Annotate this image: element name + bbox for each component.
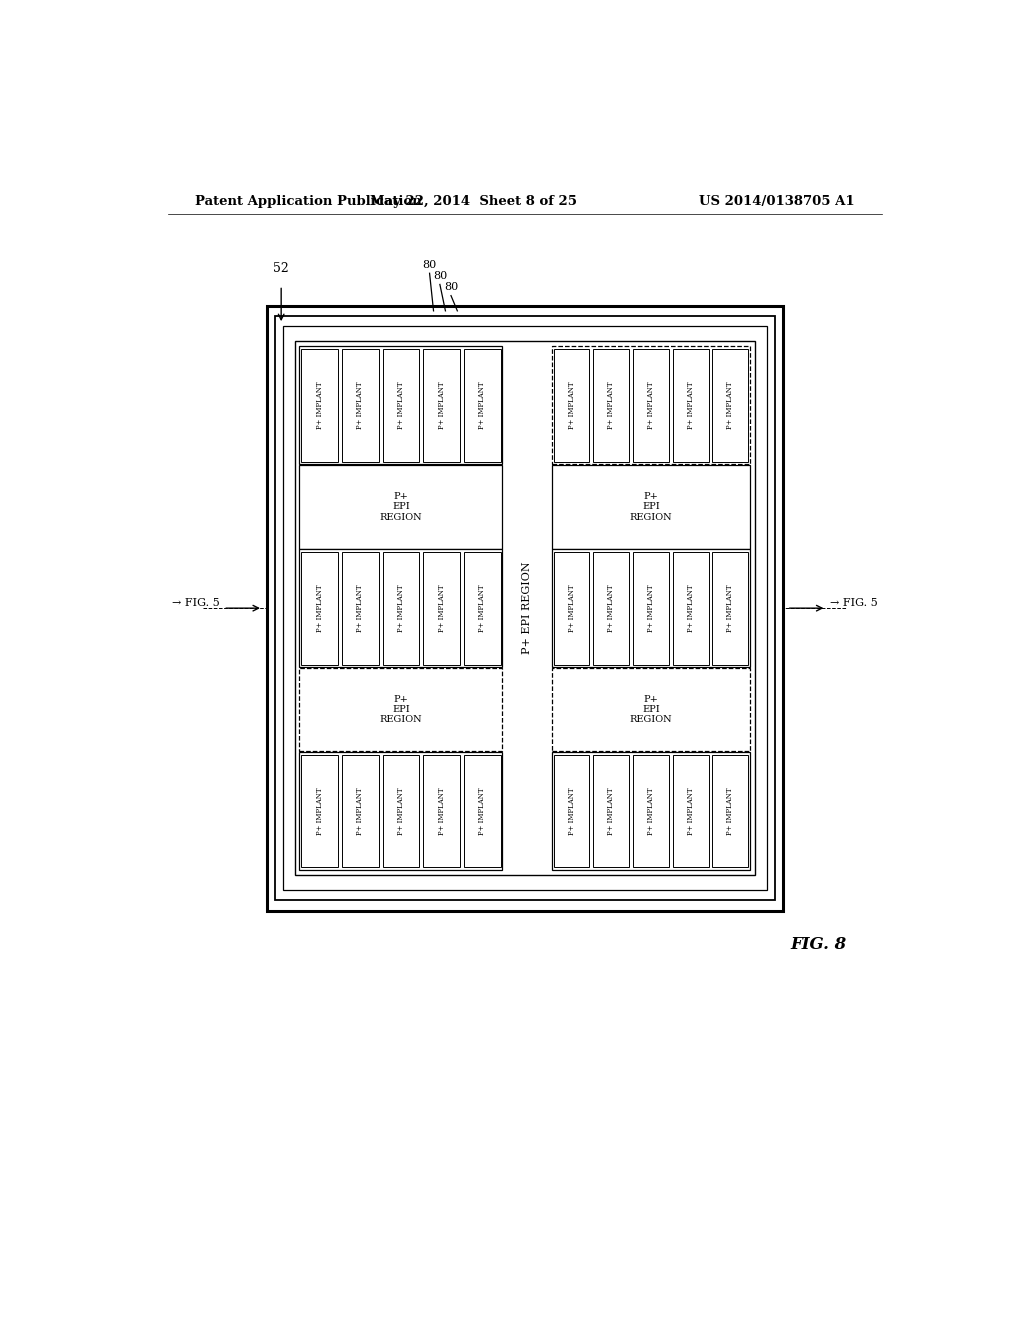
Text: 80: 80 bbox=[433, 272, 447, 281]
Text: P+ IMPLANT: P+ IMPLANT bbox=[437, 381, 445, 429]
Text: P+ IMPLANT: P+ IMPLANT bbox=[726, 381, 734, 429]
Bar bbox=[299, 549, 503, 667]
Bar bbox=[464, 755, 501, 867]
Text: P+ IMPLANT: P+ IMPLANT bbox=[315, 585, 324, 632]
Bar bbox=[593, 348, 629, 462]
Text: 80: 80 bbox=[443, 282, 458, 293]
Text: P+
EPI
REGION: P+ EPI REGION bbox=[380, 492, 422, 521]
Text: P+ IMPLANT: P+ IMPLANT bbox=[356, 787, 365, 834]
Text: → FIG. 5: → FIG. 5 bbox=[171, 598, 219, 609]
Bar bbox=[267, 306, 782, 911]
Text: P+ IMPLANT: P+ IMPLANT bbox=[478, 381, 486, 429]
Text: P+ IMPLANT: P+ IMPLANT bbox=[647, 787, 655, 834]
Text: P+ IMPLANT: P+ IMPLANT bbox=[607, 381, 615, 429]
Bar bbox=[299, 668, 503, 751]
Text: P+ IMPLANT: P+ IMPLANT bbox=[567, 585, 575, 632]
Text: P+ IMPLANT: P+ IMPLANT bbox=[315, 787, 324, 834]
Bar bbox=[383, 552, 419, 664]
Text: P+ IMPLANT: P+ IMPLANT bbox=[726, 585, 734, 632]
Bar bbox=[673, 755, 709, 867]
Text: P+
EPI
REGION: P+ EPI REGION bbox=[380, 694, 422, 725]
Bar bbox=[301, 348, 338, 462]
Bar bbox=[301, 755, 338, 867]
Text: → FIG. 5: → FIG. 5 bbox=[830, 598, 879, 609]
Text: P+ IMPLANT: P+ IMPLANT bbox=[647, 381, 655, 429]
Bar bbox=[552, 668, 751, 751]
Text: 80: 80 bbox=[423, 260, 436, 271]
Text: P+ IMPLANT: P+ IMPLANT bbox=[567, 787, 575, 834]
Bar bbox=[383, 348, 419, 462]
Bar bbox=[423, 552, 460, 664]
Bar bbox=[554, 348, 590, 462]
Text: P+ IMPLANT: P+ IMPLANT bbox=[567, 381, 575, 429]
Bar bbox=[593, 552, 629, 664]
Bar bbox=[713, 552, 749, 664]
Text: P+ IMPLANT: P+ IMPLANT bbox=[356, 381, 365, 429]
Text: 52: 52 bbox=[273, 263, 289, 276]
Bar bbox=[633, 348, 669, 462]
Text: P+ IMPLANT: P+ IMPLANT bbox=[437, 787, 445, 834]
Bar bbox=[464, 348, 501, 462]
Text: P+ IMPLANT: P+ IMPLANT bbox=[687, 381, 694, 429]
Bar bbox=[554, 755, 590, 867]
Bar bbox=[633, 755, 669, 867]
Bar bbox=[464, 552, 501, 664]
Bar bbox=[552, 465, 751, 549]
Bar bbox=[299, 752, 503, 870]
Bar bbox=[554, 552, 590, 664]
Text: P+ IMPLANT: P+ IMPLANT bbox=[397, 585, 404, 632]
Text: P+ IMPLANT: P+ IMPLANT bbox=[397, 381, 404, 429]
Text: P+ IMPLANT: P+ IMPLANT bbox=[607, 787, 615, 834]
Bar bbox=[342, 348, 379, 462]
Bar bbox=[593, 755, 629, 867]
Text: FIG. 8: FIG. 8 bbox=[791, 936, 847, 953]
Text: P+ IMPLANT: P+ IMPLANT bbox=[437, 585, 445, 632]
Text: P+ IMPLANT: P+ IMPLANT bbox=[726, 787, 734, 834]
Text: P+ IMPLANT: P+ IMPLANT bbox=[397, 787, 404, 834]
Text: P+ IMPLANT: P+ IMPLANT bbox=[356, 585, 365, 632]
Text: P+ IMPLANT: P+ IMPLANT bbox=[647, 585, 655, 632]
Text: P+ IMPLANT: P+ IMPLANT bbox=[478, 787, 486, 834]
Bar bbox=[342, 552, 379, 664]
Bar bbox=[633, 552, 669, 664]
Bar bbox=[299, 465, 503, 549]
Text: P+
EPI
REGION: P+ EPI REGION bbox=[630, 492, 672, 521]
Text: P+
EPI
REGION: P+ EPI REGION bbox=[630, 694, 672, 725]
Bar bbox=[673, 552, 709, 664]
Text: P+ IMPLANT: P+ IMPLANT bbox=[607, 585, 615, 632]
Bar bbox=[713, 348, 749, 462]
Bar bbox=[552, 549, 751, 667]
Text: P+ IMPLANT: P+ IMPLANT bbox=[687, 585, 694, 632]
Bar bbox=[301, 552, 338, 664]
Bar bbox=[274, 315, 775, 900]
Text: P+ EPI REGION: P+ EPI REGION bbox=[522, 562, 532, 655]
Bar bbox=[299, 346, 503, 465]
Bar bbox=[673, 348, 709, 462]
Text: Patent Application Publication: Patent Application Publication bbox=[196, 194, 422, 207]
Text: P+ IMPLANT: P+ IMPLANT bbox=[687, 787, 694, 834]
Bar bbox=[713, 755, 749, 867]
Text: May 22, 2014  Sheet 8 of 25: May 22, 2014 Sheet 8 of 25 bbox=[370, 194, 577, 207]
Bar bbox=[383, 755, 419, 867]
Bar bbox=[552, 346, 751, 465]
Bar bbox=[342, 755, 379, 867]
Text: P+ IMPLANT: P+ IMPLANT bbox=[478, 585, 486, 632]
Bar bbox=[283, 326, 767, 890]
Text: US 2014/0138705 A1: US 2014/0138705 A1 bbox=[698, 194, 854, 207]
Bar bbox=[423, 348, 460, 462]
Bar bbox=[552, 752, 751, 870]
Bar bbox=[295, 342, 755, 875]
Text: P+ IMPLANT: P+ IMPLANT bbox=[315, 381, 324, 429]
Bar bbox=[423, 755, 460, 867]
